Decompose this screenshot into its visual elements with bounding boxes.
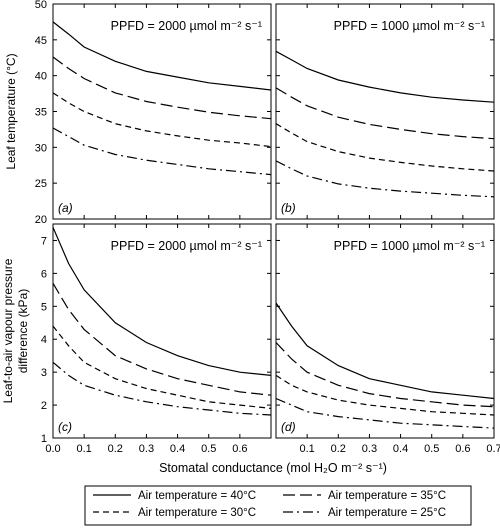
panel-label: (a) (58, 201, 73, 215)
y-axis-title-line1: Leaf-to-air vapour pressure (1, 258, 15, 403)
series-line (275, 302, 495, 400)
x-tick-label: 0.7 (486, 443, 500, 455)
series-line (52, 92, 272, 148)
legend-label: Air temperature = 35°C (328, 490, 446, 502)
x-tick-label: 0.4 (170, 443, 185, 455)
x-tick-label: 0.0 (45, 443, 60, 455)
series-line (52, 325, 272, 409)
x-tick-label: 0.1 (76, 443, 91, 455)
panel-3: 0.1 0.2 0.3 0.4 0.5 0.6 0.7 PPFD = 1000 µmol m⁻… (275, 223, 500, 455)
panel-1: PPFD = 1000 µmol m⁻² s⁻¹ (b) (275, 3, 495, 220)
y-tick-label: 7 (41, 235, 47, 247)
y-tick-label: 30 (35, 142, 47, 154)
x-tick-label: 0.5 (424, 443, 439, 455)
y-tick-label: 1 (41, 433, 47, 445)
panel-label: (d) (281, 420, 296, 434)
panel-0: 20 25 30 35 40 45 50 PPFD = 2000 µmol m⁻² s⁻¹ (a… (35, 0, 272, 226)
ppfd-annotation: PPFD = 2000 µmol m⁻² s⁻¹ (111, 19, 262, 33)
x-tick-label: 0.3 (362, 443, 377, 455)
y-tick-label: 40 (35, 71, 47, 83)
series-line (275, 342, 495, 408)
series-line (52, 282, 272, 396)
x-tick-label: 0.4 (393, 443, 408, 455)
panel-2: 1 2 3 4 5 6 7 0.0 0.1 0.2 0.3 0.4 0.5 0.6 PPFD = 2000 … (41, 223, 272, 455)
ppfd-annotation: PPFD = 1000 µmol m⁻² s⁻¹ (334, 19, 485, 33)
legend-label: Air temperature = 25°C (328, 507, 446, 519)
series-line (275, 160, 495, 198)
series-line (275, 397, 495, 429)
x-tick-label: 0.3 (139, 443, 154, 455)
y-axis-title-line2: difference (kPa) (16, 289, 30, 374)
y-tick-label: 3 (41, 367, 47, 379)
panel-label: (c) (58, 420, 72, 434)
panel-label: (b) (281, 201, 296, 215)
x-tick-label: 0.5 (201, 443, 216, 455)
y-tick-label: 6 (41, 268, 47, 280)
series-line (275, 87, 495, 140)
legend: Air temperature = 40°C Air temperature = … (84, 485, 472, 526)
plot-frame (275, 3, 495, 220)
x-tick-label: 0.6 (455, 443, 470, 455)
legend-label: Air temperature = 30°C (138, 507, 256, 519)
y-axis-title: Leaf temperature (°C) (4, 53, 18, 169)
y-tick-label: 20 (35, 214, 47, 226)
y-tick-label: 2 (41, 400, 47, 412)
series-line (52, 56, 272, 120)
x-tick-label: 0.2 (331, 443, 346, 455)
ppfd-annotation: PPFD = 2000 µmol m⁻² s⁻¹ (111, 239, 262, 253)
plot-frame (52, 223, 272, 439)
y-tick-label: 4 (41, 334, 47, 346)
y-tick-label: 25 (35, 178, 47, 190)
x-tick-label: 0.2 (108, 443, 123, 455)
y-tick-label: 50 (35, 0, 47, 11)
plot-frame (52, 3, 272, 220)
series-line (275, 123, 495, 172)
x-tick-label: 0.6 (232, 443, 247, 455)
y-tick-label: 45 (35, 35, 47, 47)
series-line (52, 227, 272, 376)
y-tick-label: 5 (41, 301, 47, 313)
series-line (52, 127, 272, 176)
legend-label: Air temperature = 40°C (138, 490, 256, 502)
series-line (52, 21, 272, 91)
x-tick-label: 0.1 (299, 443, 314, 455)
legend-box (84, 485, 472, 526)
series-line (275, 374, 495, 416)
plot-frame (275, 223, 495, 439)
ppfd-annotation: PPFD = 1000 µmol m⁻² s⁻¹ (334, 239, 485, 253)
x-axis-title: Stomatal conductance (mol H₂O m⁻² s⁻¹) (159, 461, 387, 475)
y-tick-label: 35 (35, 107, 47, 119)
series-line (52, 361, 272, 416)
series-line (275, 50, 495, 103)
